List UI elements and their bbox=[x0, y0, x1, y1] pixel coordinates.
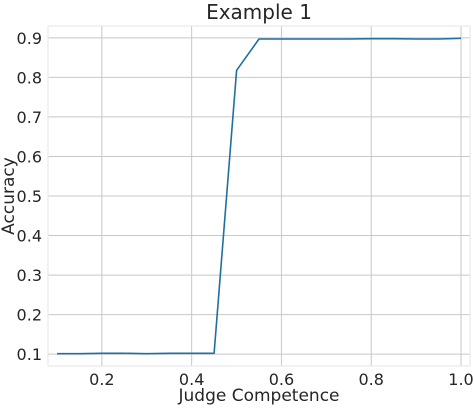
y-tick-label: 0.2 bbox=[17, 306, 42, 325]
series-layer bbox=[57, 37, 462, 355]
y-tick-label: 0.1 bbox=[17, 345, 42, 364]
x-tick-label: 0.8 bbox=[359, 370, 384, 389]
y-axis-label: Accuracy bbox=[0, 157, 19, 235]
x-tick-label: 1.0 bbox=[448, 370, 473, 389]
y-tick-label: 0.5 bbox=[17, 187, 42, 206]
grid-lines bbox=[48, 26, 470, 366]
plot-area bbox=[47, 25, 471, 367]
x-tick-labels: 0.2 0.4 0.6 0.8 1.0 bbox=[89, 370, 474, 389]
x-tick-label: 0.6 bbox=[269, 370, 294, 389]
y-tick-label: 0.6 bbox=[17, 147, 42, 166]
y-tick-label: 0.4 bbox=[17, 227, 42, 246]
y-tick-label: 0.7 bbox=[17, 108, 42, 127]
y-tick-label: 0.3 bbox=[17, 266, 42, 285]
series-line bbox=[57, 37, 462, 355]
x-tick-label: 0.4 bbox=[179, 370, 204, 389]
y-tick-labels: 0.1 0.2 0.3 0.4 0.5 0.6 0.7 0.8 0.9 bbox=[17, 29, 42, 364]
x-axis-label: Judge Competence bbox=[177, 386, 339, 406]
chart-title: Example 1 bbox=[206, 0, 312, 24]
y-tick-label: 0.8 bbox=[17, 68, 42, 87]
x-tick-label: 0.2 bbox=[89, 370, 114, 389]
y-tick-label: 0.9 bbox=[17, 29, 42, 48]
